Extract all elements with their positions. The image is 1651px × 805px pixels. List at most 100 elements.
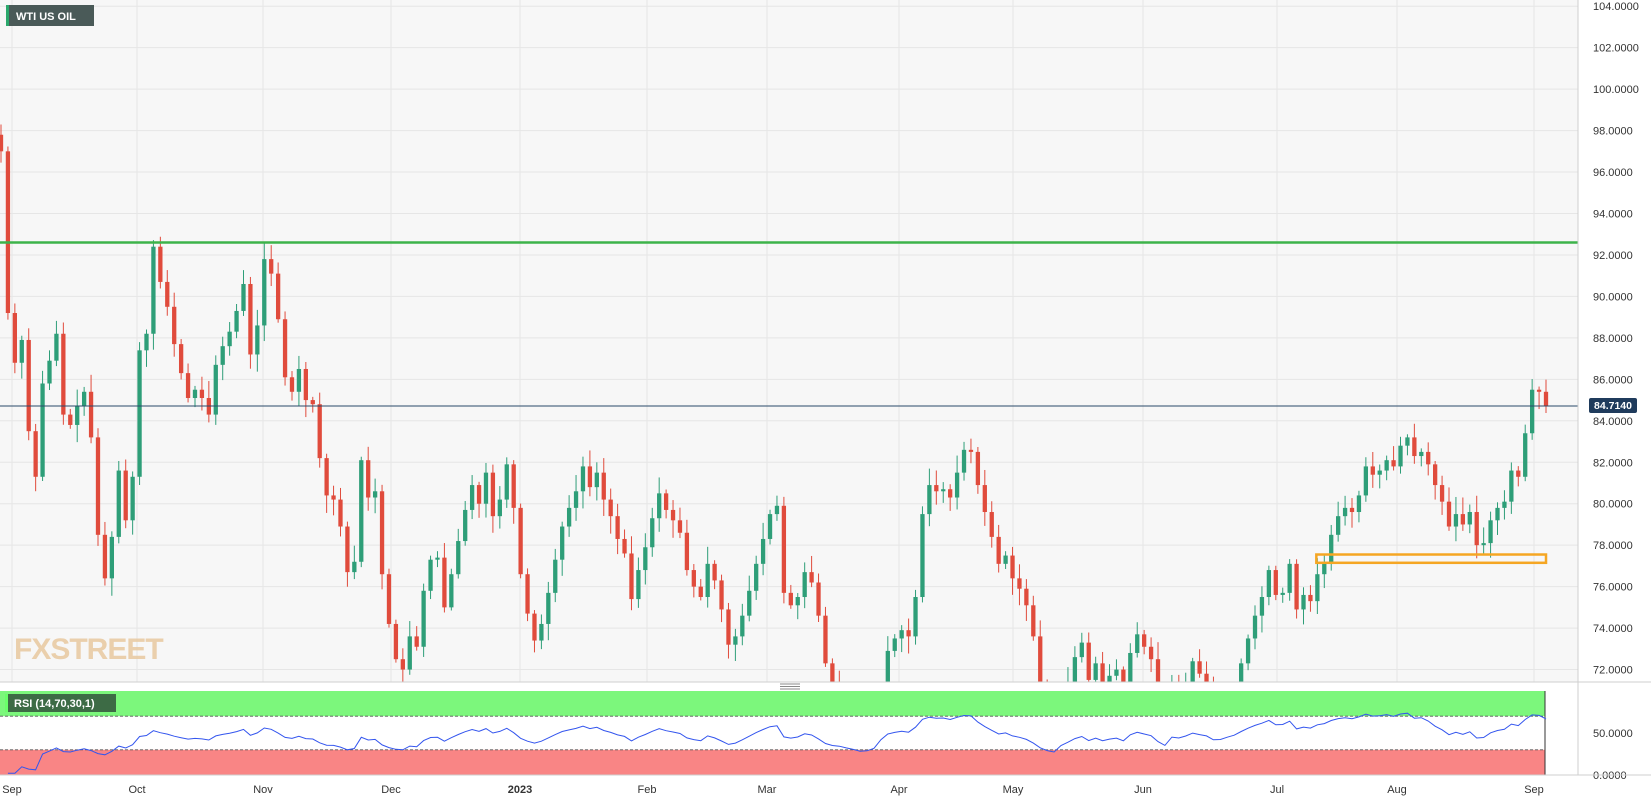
candle-body xyxy=(109,536,114,579)
candle-body xyxy=(1509,470,1514,502)
candle-body xyxy=(442,557,447,608)
candle-body xyxy=(456,541,461,575)
candle-body xyxy=(54,333,59,361)
x-tick-label: May xyxy=(1003,784,1024,796)
candle-body xyxy=(158,246,163,282)
candles xyxy=(0,124,1549,682)
candle-body xyxy=(802,572,807,598)
candle-body xyxy=(788,592,793,606)
panel-resize-handle[interactable] xyxy=(780,683,800,690)
candle-body xyxy=(740,615,745,637)
candle-body xyxy=(393,623,399,660)
candle-body xyxy=(1523,433,1528,477)
candle-body xyxy=(691,570,696,587)
candle-body xyxy=(338,499,343,527)
candle-body xyxy=(75,406,80,425)
candle-body xyxy=(1010,555,1015,579)
candle-body xyxy=(414,636,419,647)
candle-body xyxy=(1155,659,1161,682)
candle-body xyxy=(1079,642,1084,658)
candle-body xyxy=(1502,501,1507,508)
candle-body xyxy=(608,499,613,517)
y-tick-label: 94.0000 xyxy=(1593,209,1633,221)
candle-body xyxy=(469,485,475,510)
candle-body xyxy=(262,259,267,326)
candle-body xyxy=(941,489,946,492)
price-plot-bg xyxy=(0,0,1578,682)
y-tick-label: 102.0000 xyxy=(1593,43,1639,55)
candle-body xyxy=(220,346,225,365)
candle-body xyxy=(1031,605,1036,637)
candle-body xyxy=(1086,642,1091,680)
candle-body xyxy=(1439,485,1445,502)
candle-body xyxy=(1495,507,1500,521)
candle-body xyxy=(1128,652,1133,682)
candle-body xyxy=(1197,661,1202,674)
y-tick-label: 90.0000 xyxy=(1593,291,1633,303)
candle-body xyxy=(137,350,142,477)
candle-body xyxy=(726,609,731,645)
candle-body xyxy=(130,476,135,521)
candle-body xyxy=(1349,507,1355,513)
candle-body xyxy=(1322,563,1327,575)
candle-body xyxy=(684,532,690,571)
candle-body xyxy=(1301,594,1306,610)
rsi-panel[interactable] xyxy=(0,691,1578,775)
candle-body xyxy=(1273,570,1278,595)
x-tick-label: Dec xyxy=(381,784,401,796)
candle-body xyxy=(366,460,371,498)
y-tick-label: 78.0000 xyxy=(1593,540,1633,552)
candle-body xyxy=(151,246,156,334)
candle-body xyxy=(968,449,974,452)
candle-body xyxy=(996,536,1001,564)
candle-body xyxy=(754,563,759,591)
candle-body xyxy=(594,472,599,488)
y-tick-label: 88.0000 xyxy=(1593,333,1633,345)
candle-body xyxy=(310,400,315,405)
candle-body xyxy=(1287,563,1292,593)
candle-body xyxy=(774,505,780,515)
candle-body xyxy=(1377,470,1382,475)
x-tick-label: Oct xyxy=(128,784,145,796)
candle-body xyxy=(1329,534,1334,564)
y-tick-label: 72.0000 xyxy=(1593,665,1633,677)
candle-body xyxy=(657,493,662,519)
candle-body xyxy=(1356,495,1362,513)
candle-body xyxy=(296,368,302,392)
candle-body xyxy=(88,391,94,438)
candle-body xyxy=(643,547,648,571)
candle-body xyxy=(975,451,981,486)
rsi-line xyxy=(7,712,1547,774)
y-tick-label: 74.0000 xyxy=(1593,623,1633,635)
candle-body xyxy=(622,538,627,554)
candle-body xyxy=(580,466,586,492)
candle-body xyxy=(913,597,918,637)
title-badge-accent xyxy=(6,5,9,26)
candle-body xyxy=(795,597,800,606)
candle-body xyxy=(172,306,177,345)
candle-body xyxy=(68,414,73,425)
candle-body xyxy=(525,574,530,614)
candle-body xyxy=(1308,594,1313,602)
candle-body xyxy=(650,518,655,548)
candle-body xyxy=(920,514,925,598)
x-tick-label: Mar xyxy=(758,784,777,796)
candle-body xyxy=(1474,512,1479,546)
support-zone xyxy=(1315,553,1548,565)
candle-body xyxy=(615,516,620,539)
y-tick-label: 80.0000 xyxy=(1593,499,1633,511)
candle-body xyxy=(698,586,703,598)
candle-body xyxy=(1135,634,1140,653)
candle-body xyxy=(476,485,482,504)
candle-body xyxy=(435,557,440,560)
candle-body xyxy=(345,526,350,573)
candle-body xyxy=(449,574,454,608)
candle-body xyxy=(705,563,710,598)
candle-body xyxy=(1093,663,1098,680)
x-tick-label: 2023 xyxy=(508,784,532,796)
candle-body xyxy=(961,449,967,473)
price-panel[interactable] xyxy=(0,0,1578,771)
candle-body xyxy=(12,313,18,363)
